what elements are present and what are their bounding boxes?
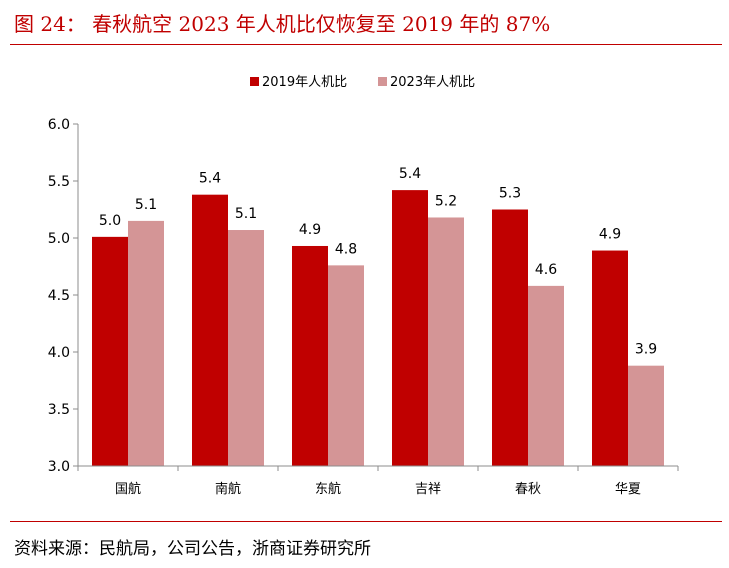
bar-2019 (192, 194, 228, 466)
source-divider (10, 521, 722, 522)
x-category-label: 国航 (115, 481, 141, 497)
bar-2019 (492, 209, 528, 466)
bar-chart: 2019年人机比 2023年人机比 3.0 3.5 4.0 4.5 5.0 5.5 6.0 5… (48, 75, 679, 497)
bar-2019 (92, 236, 128, 466)
legend: 2019年人机比 2023年人机比 (250, 75, 475, 90)
data-label: 5.2 (435, 193, 457, 209)
data-label: 4.9 (299, 222, 321, 238)
data-label: 5.3 (499, 186, 521, 202)
bar-2023 (628, 365, 664, 466)
data-label: 5.1 (135, 197, 157, 213)
bar-2023 (428, 217, 464, 466)
data-label: 5.4 (199, 171, 221, 187)
y-tick-label: 4.0 (48, 345, 70, 361)
bar-2023 (128, 220, 164, 466)
data-label: 5.0 (99, 213, 121, 229)
data-label: 3.9 (635, 342, 657, 358)
y-tick-label: 3.5 (48, 402, 70, 418)
bar-2019 (392, 190, 428, 466)
source-note: 资料来源：民航局，公司公告，浙商证券研究所 (14, 539, 371, 559)
y-tick-label: 5.0 (48, 231, 70, 247)
x-category-label: 华夏 (615, 482, 641, 497)
data-label: 5.1 (235, 206, 257, 222)
title-divider (10, 44, 722, 45)
x-category-label: 东航 (315, 481, 341, 497)
bar-2023 (328, 265, 364, 466)
legend-swatch (378, 77, 387, 86)
data-label: 4.6 (535, 262, 557, 278)
y-tick-label: 4.5 (48, 288, 70, 304)
data-label: 4.9 (599, 227, 621, 243)
bars: 5.0 5.4 4.9 5.4 5.3 4.9 5.1 5.1 4.8 5.2 4.6 3.9 (92, 166, 664, 466)
legend-label: 2019年人机比 (262, 75, 347, 90)
y-axis: 3.0 3.5 4.0 4.5 5.0 5.5 6.0 (48, 117, 79, 475)
bar-2023 (228, 230, 264, 466)
y-tick-label: 3.0 (48, 459, 70, 475)
x-axis: 国航 南航 东航 吉祥 春秋 华夏 (77, 465, 679, 497)
data-label: 5.4 (399, 166, 421, 182)
figure-title: 图 24： 春秋航空 2023 年人机比仅恢复至 2019 年的 87% (14, 12, 551, 36)
legend-swatch (250, 77, 259, 86)
bar-2023 (528, 285, 564, 466)
bar-2019 (292, 245, 328, 466)
data-label: 4.8 (335, 241, 357, 257)
x-category-label: 南航 (215, 481, 241, 497)
x-category-label: 吉祥 (415, 482, 441, 497)
bar-2019 (592, 250, 628, 466)
legend-label: 2023年人机比 (390, 75, 475, 90)
y-tick-label: 5.5 (48, 174, 70, 190)
x-category-label: 春秋 (515, 482, 541, 497)
y-tick-label: 6.0 (48, 117, 70, 133)
